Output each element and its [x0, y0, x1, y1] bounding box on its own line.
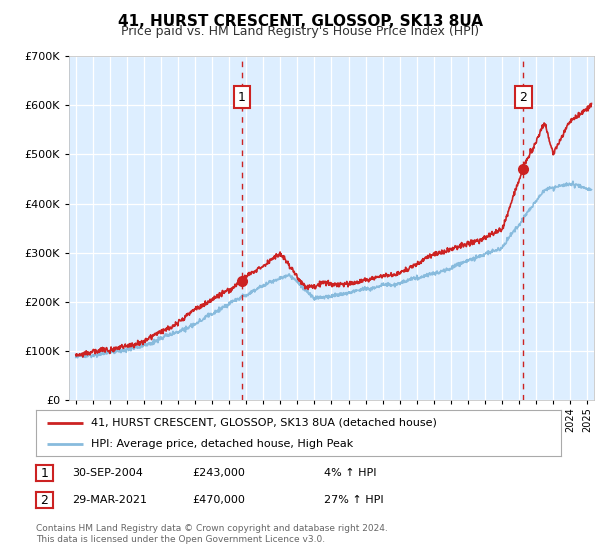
Text: Contains HM Land Registry data © Crown copyright and database right 2024.
This d: Contains HM Land Registry data © Crown c… — [36, 524, 388, 544]
Text: 1: 1 — [238, 91, 246, 104]
Text: 27% ↑ HPI: 27% ↑ HPI — [324, 495, 383, 505]
Text: 2: 2 — [40, 493, 49, 507]
Text: £470,000: £470,000 — [192, 495, 245, 505]
Text: 2: 2 — [520, 91, 527, 104]
Text: 30-SEP-2004: 30-SEP-2004 — [72, 468, 143, 478]
Text: HPI: Average price, detached house, High Peak: HPI: Average price, detached house, High… — [91, 439, 353, 449]
Text: 41, HURST CRESCENT, GLOSSOP, SK13 8UA (detached house): 41, HURST CRESCENT, GLOSSOP, SK13 8UA (d… — [91, 418, 437, 428]
Text: £243,000: £243,000 — [192, 468, 245, 478]
Text: 41, HURST CRESCENT, GLOSSOP, SK13 8UA: 41, HURST CRESCENT, GLOSSOP, SK13 8UA — [118, 14, 482, 29]
Text: Price paid vs. HM Land Registry's House Price Index (HPI): Price paid vs. HM Land Registry's House … — [121, 25, 479, 38]
Text: 4% ↑ HPI: 4% ↑ HPI — [324, 468, 377, 478]
Text: 1: 1 — [40, 466, 49, 480]
Text: 29-MAR-2021: 29-MAR-2021 — [72, 495, 147, 505]
